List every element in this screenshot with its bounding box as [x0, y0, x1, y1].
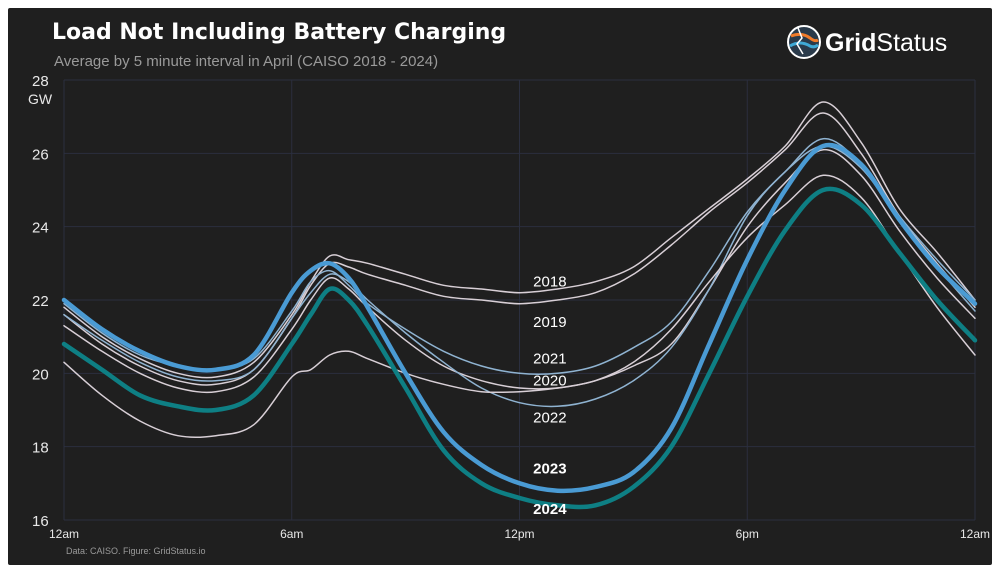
logo-text-grid: Grid: [825, 29, 876, 57]
chart-title: Load Not Including Battery Charging: [52, 20, 506, 45]
y-tick-label: 28: [32, 73, 49, 90]
series-label-2021: 2021: [533, 351, 566, 368]
gridstatus-logo-icon: [787, 25, 821, 59]
series-label-2024: 2024: [533, 501, 567, 518]
series-layer: [61, 101, 978, 510]
y-tick-label: 22: [32, 293, 49, 310]
grid-layer: [63, 79, 976, 521]
gridstatus-wordmark: GridStatus: [825, 29, 947, 57]
series-line-2019: [63, 112, 976, 386]
series-label-2018: 2018: [533, 274, 566, 291]
series-line-2023: [61, 142, 978, 494]
logo-text-status: Status: [876, 29, 947, 57]
series-line-2024: [61, 186, 978, 510]
x-tick-label: 6pm: [736, 527, 759, 541]
series-label-2022: 2022: [533, 409, 566, 426]
series-line-unlabeled: [63, 174, 976, 439]
series-label-2020: 2020: [533, 373, 566, 390]
chart-frame: 2018 2019 2021 2020 2022 2023 2024 16 18 20 22 24 2…: [8, 8, 992, 565]
y-tick-label: 26: [32, 146, 49, 163]
series-label-layer: 2018 2019 2021 2020 2022 2023 2024: [533, 274, 567, 518]
footer-source: Data: CAISO. Figure: GridStatus.io: [66, 546, 206, 556]
x-tick-label: 12am: [960, 527, 990, 541]
series-line-2022: [63, 145, 976, 408]
series-label-2019: 2019: [533, 314, 566, 331]
y-tick-label: 24: [32, 220, 49, 237]
series-label-2023: 2023: [533, 461, 566, 478]
y-tick-label: 16: [32, 513, 49, 530]
x-tick-label: 12am: [49, 527, 79, 541]
chart-subtitle: Average by 5 minute interval in April (C…: [54, 53, 438, 70]
y-tick-label: 20: [32, 366, 49, 383]
gridstatus-logo[interactable]: GridStatus: [787, 25, 947, 59]
series-line-2018: [63, 101, 976, 379]
y-axis-unit: GW: [28, 91, 53, 107]
y-tick-label: 18: [32, 440, 49, 457]
x-tick-label: 12pm: [504, 527, 534, 541]
x-tick-label: 6am: [280, 527, 303, 541]
